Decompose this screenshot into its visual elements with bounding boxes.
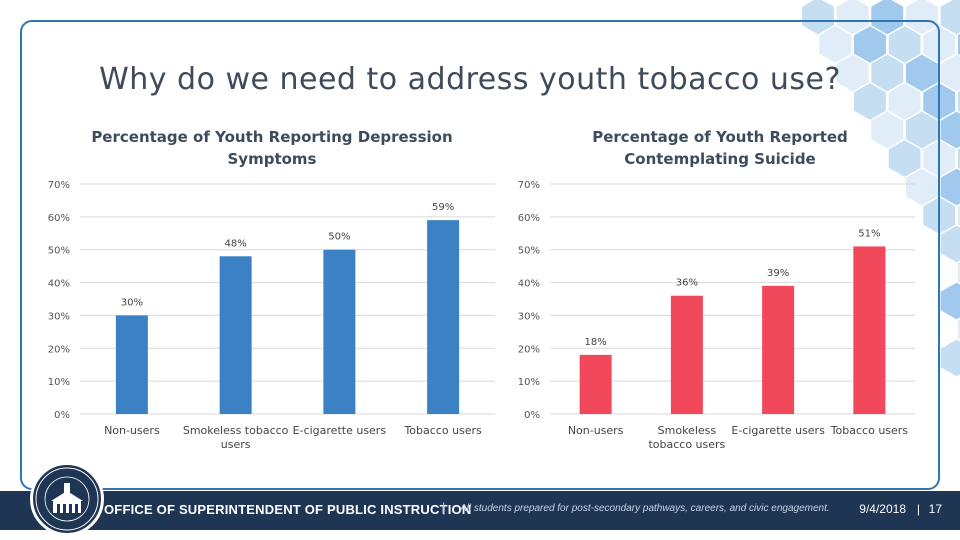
footer-separator: | [442, 500, 446, 515]
data-label: 51% [858, 228, 880, 239]
slide-title: Why do we need to address youth tobacco … [99, 62, 841, 97]
hexagon-tile [940, 225, 960, 263]
hexagon-tile [957, 262, 960, 283]
x-tick-label: users [221, 438, 251, 451]
hexagon-tile [906, 54, 938, 92]
y-tick-label: 30% [48, 311, 70, 322]
y-tick-label: 60% [518, 213, 540, 224]
y-tick-label: 60% [48, 213, 70, 224]
chart-2: Percentage of Youth Reported Contemplatin… [518, 128, 915, 451]
hexagon-tile [888, 140, 921, 177]
y-tick-label: 20% [518, 344, 540, 355]
footer-org-name: OFFICE OF SUPERINTENDENT OF PUBLIC INSTR… [104, 502, 472, 517]
hexagon-tile [957, 34, 960, 55]
y-tick-label: 40% [518, 279, 540, 290]
y-tick-label: 30% [518, 311, 540, 322]
hexagon-tile [871, 54, 904, 92]
hexagon-tile [957, 148, 960, 169]
hexagon-tile [854, 26, 886, 63]
x-tick-label: Smokeless [658, 424, 717, 437]
chart-1: Percentage of Youth Reporting Depression… [48, 128, 495, 451]
data-label: 30% [121, 297, 143, 308]
data-label: 36% [676, 278, 698, 289]
hexagon-tile [836, 54, 869, 92]
hexagon-tile [940, 339, 960, 377]
x-tick-label: Smokeless tobacco [183, 424, 289, 437]
page-number: 17 [928, 502, 942, 516]
hexagon-tile [836, 0, 869, 35]
data-label: 48% [225, 238, 247, 249]
x-tick-label: Non-users [568, 424, 624, 437]
footer-date: 9/4/2018 [859, 502, 906, 516]
hexagon-tile [888, 83, 921, 120]
bar [670, 295, 703, 414]
y-tick-label: 50% [518, 246, 540, 257]
data-label: 18% [585, 337, 607, 348]
footer-bar [0, 491, 960, 530]
hexagon-tile [906, 111, 938, 149]
x-tick-label: Tobacco users [403, 424, 482, 437]
chart-title: Contemplating Suicide [624, 150, 815, 168]
y-tick-label: 70% [48, 180, 70, 191]
hexagon-tile [940, 54, 960, 92]
building-icon [35, 467, 99, 531]
hexagon-tile [940, 282, 960, 320]
y-tick-label: 10% [518, 377, 540, 388]
footer-tagline: All students prepared for post-secondary… [460, 503, 830, 514]
bar [762, 285, 795, 414]
hexagon-tile [957, 91, 960, 112]
bar [853, 246, 886, 414]
y-tick-label: 10% [48, 377, 70, 388]
x-tick-label: E-cigarette users [731, 424, 825, 437]
footer-page-separator: | [916, 502, 920, 516]
hexagon-tile [957, 319, 960, 340]
hexagon-tile [888, 26, 921, 63]
x-tick-label: Tobacco users [830, 424, 909, 437]
bar [427, 220, 460, 414]
hexagon-tile [819, 26, 852, 63]
y-tick-label: 0% [524, 410, 540, 421]
hexagon-tile [802, 0, 834, 35]
x-tick-label: tobacco users [648, 438, 725, 451]
y-tick-label: 0% [54, 410, 70, 421]
x-tick-label: Non-users [104, 424, 160, 437]
hexagon-tile [871, 0, 904, 35]
hexagon-tile [854, 83, 886, 120]
hexagon-tile [906, 168, 938, 206]
y-tick-label: 20% [48, 344, 70, 355]
chart-title: Percentage of Youth Reported [592, 128, 848, 146]
hexagon-tile [871, 111, 904, 149]
bar [579, 354, 612, 414]
ospi-seal [30, 462, 104, 536]
hexagon-tile [957, 205, 960, 226]
hexagon-tile [940, 0, 960, 35]
y-tick-label: 50% [48, 246, 70, 257]
hexagon-tile [940, 168, 960, 206]
data-label: 59% [432, 202, 454, 213]
bar [323, 249, 356, 414]
chart-title: Symptoms [228, 150, 317, 168]
bar [219, 256, 252, 414]
y-tick-label: 70% [518, 180, 540, 191]
data-label: 50% [328, 232, 350, 243]
slide-frame [20, 20, 940, 490]
x-tick-label: E-cigarette users [293, 424, 387, 437]
hexagon-tile [940, 111, 960, 149]
data-label: 39% [767, 268, 789, 279]
bar [115, 315, 148, 414]
y-tick-label: 40% [48, 279, 70, 290]
chart-title: Percentage of Youth Reporting Depression [91, 128, 452, 146]
